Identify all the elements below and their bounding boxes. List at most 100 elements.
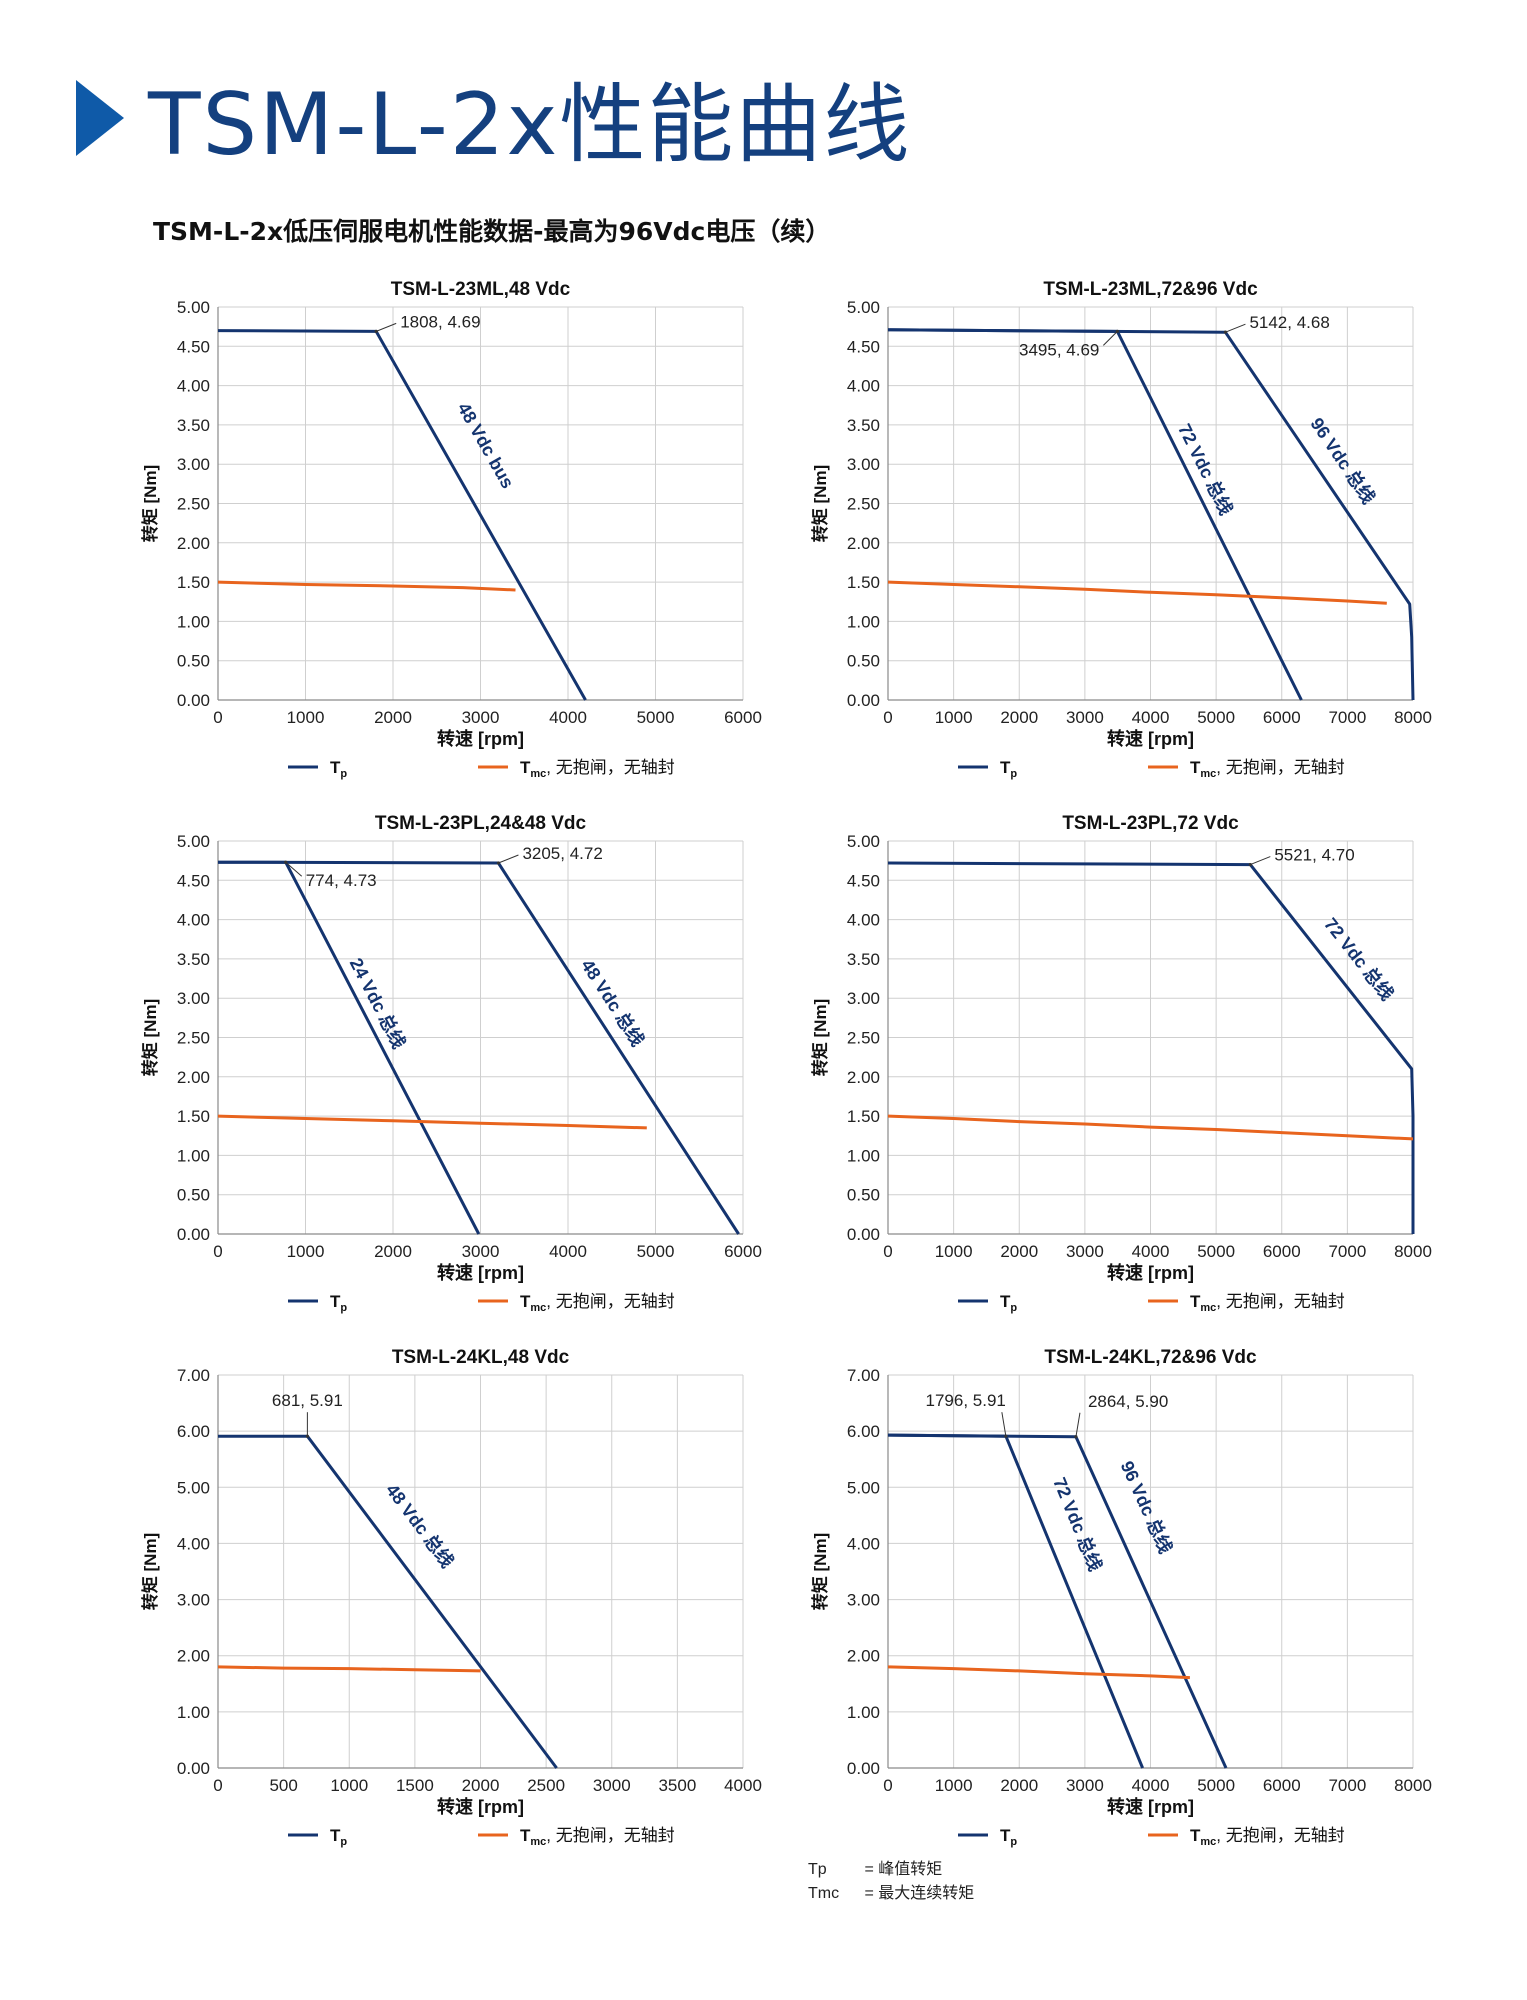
- chart-title: TSM-L-23PL,72 Vdc: [1062, 813, 1239, 834]
- x-tick-label: 3000: [1066, 708, 1104, 727]
- y-tick-label: 1.00: [847, 1146, 880, 1165]
- chart-tsm-l-24kl-72-96vdc: TSM-L-24KL,72&96 Vdc 0 1000 2000 3000 4000 500…: [810, 1340, 1443, 1863]
- series-curve-label: 96 Vdc 总线: [1117, 1458, 1177, 1557]
- y-tick-label: 4.50: [177, 337, 210, 356]
- x-tick-label: 3000: [1066, 1242, 1104, 1261]
- x-tick-label: 1000: [287, 1242, 325, 1261]
- header-arrow-icon: [76, 80, 124, 156]
- annotation-point: [496, 861, 501, 865]
- chart-svg: TSM-L-23PL,72 Vdc 0 1000 2000 3000 4000 5000 60…: [810, 813, 1432, 1314]
- chart-title: TSM-L-23PL,24&48 Vdc: [375, 813, 587, 834]
- legend-label-tmc: Tmc, 无抱闸，无轴封: [1190, 758, 1345, 780]
- y-tick-label: 5.00: [177, 1478, 210, 1497]
- x-axis-label: 转速 [rpm]: [1107, 1796, 1194, 1817]
- x-tick-label: 0: [213, 1776, 222, 1795]
- y-tick-label: 1.00: [847, 612, 880, 631]
- x-tick-label: 5000: [637, 708, 675, 727]
- x-axis-label: 转速 [rpm]: [1107, 728, 1194, 749]
- x-tick-label: 1000: [935, 708, 973, 727]
- chart-svg: TSM-L-24KL,72&96 Vdc 0 1000 2000 3000 4000 500…: [810, 1347, 1432, 1848]
- y-tick-label: 1.50: [177, 1107, 210, 1126]
- x-tick-label: 3000: [462, 708, 500, 727]
- series-line-tp: [218, 860, 481, 1235]
- x-tick-label: 1500: [396, 1776, 434, 1795]
- legend-label-tmc: Tmc, 无抱闸，无轴封: [520, 758, 675, 780]
- series-line-tmc: [217, 1665, 481, 1673]
- y-tick-label: 4.00: [847, 911, 880, 930]
- chart-title: TSM-L-23ML,48 Vdc: [391, 279, 571, 300]
- x-tick-label: 3000: [593, 1776, 631, 1795]
- y-tick-label: 2.50: [177, 495, 210, 514]
- legend-label-tmc: Tmc, 无抱闸，无轴封: [520, 1826, 675, 1848]
- y-tick-label: 6.00: [847, 1422, 880, 1441]
- legend-label-tmc: Tmc, 无抱闸，无轴封: [1190, 1826, 1345, 1848]
- y-tick-label: 2.00: [177, 534, 210, 553]
- annotation-point: [1004, 1434, 1008, 1438]
- chart-tsm-l-23pl-24-48vdc: TSM-L-23PL,24&48 Vdc 0 1000 2000 3000 4000 500…: [140, 806, 773, 1329]
- y-tick-label: 3.50: [177, 950, 210, 969]
- y-tick-label: 1.00: [177, 1146, 210, 1165]
- x-tick-label: 6000: [1263, 708, 1301, 727]
- chart-tsm-l-23ml-72-96vdc: TSM-L-23ML,72&96 Vdc 0 1000 2000 3000 4000 500…: [810, 272, 1443, 795]
- data-label: 5142, 4.68: [1249, 313, 1329, 332]
- x-tick-label: 0: [883, 708, 892, 727]
- y-tick-label: 2.50: [847, 1029, 880, 1048]
- data-label: 774, 4.73: [306, 871, 377, 890]
- chart-tsm-l-23pl-72vdc: TSM-L-23PL,72 Vdc 0 1000 2000 3000 4000 5000 60…: [810, 806, 1443, 1329]
- legend-label-tp: Tp: [330, 758, 347, 780]
- series-curve-label: 48 Vdc 总线: [382, 1480, 458, 1572]
- footnote-text: = 峰值转矩: [864, 1861, 943, 1878]
- y-tick-label: 3.00: [177, 989, 210, 1008]
- annotation-point: [1248, 862, 1252, 867]
- chart-svg: TSM-L-23ML,72&96 Vdc 0 1000 2000 3000 4000 500…: [810, 279, 1432, 780]
- y-tick-label: 2.50: [847, 495, 880, 514]
- x-tick-label: 2000: [1000, 708, 1038, 727]
- y-tick-label: 0.50: [177, 1186, 210, 1205]
- y-tick-label: 2.00: [847, 1647, 880, 1666]
- y-tick-label: 7.00: [177, 1366, 210, 1385]
- y-tick-label: 3.00: [847, 989, 880, 1008]
- annotation-point: [1074, 1435, 1078, 1439]
- data-label: 2864, 5.90: [1088, 1392, 1168, 1411]
- y-tick-label: 3.00: [847, 455, 880, 474]
- series-line-tp: [887, 1433, 1144, 1769]
- y-tick-label: 0.00: [847, 691, 880, 710]
- annotation-pointer: [1001, 1412, 1007, 1437]
- y-tick-label: 4.50: [847, 871, 880, 890]
- y-axis-label: 转矩 [Nm]: [140, 1533, 160, 1610]
- y-axis-label: 转矩 [Nm]: [140, 465, 160, 542]
- series-curve-label: 48 Vdc bus: [454, 399, 518, 492]
- y-tick-label: 2.00: [177, 1647, 210, 1666]
- chart-title: TSM-L-24KL,48 Vdc: [392, 1347, 570, 1368]
- annotation-point: [305, 1434, 309, 1438]
- series-line-tmc: [887, 580, 1387, 605]
- y-tick-label: 2.00: [847, 1068, 880, 1087]
- page-subtitle: TSM-L-2x低压伺服电机性能数据-最高为96Vdc电压（续）: [153, 217, 831, 246]
- x-tick-label: 8000: [1394, 708, 1432, 727]
- x-axis-label: 转速 [rpm]: [1107, 1262, 1194, 1283]
- x-tick-label: 1000: [330, 1776, 368, 1795]
- x-tick-label: 1000: [287, 708, 325, 727]
- legend-label-tp: Tp: [1000, 1292, 1017, 1314]
- y-tick-label: 3.50: [177, 416, 210, 435]
- y-tick-label: 7.00: [847, 1366, 880, 1385]
- x-tick-label: 4000: [724, 1776, 762, 1795]
- annotation-point: [1223, 330, 1228, 334]
- annotation-pointer: [376, 322, 397, 332]
- data-label: 5521, 4.70: [1274, 846, 1354, 865]
- y-tick-label: 1.00: [177, 1703, 210, 1722]
- data-label: 681, 5.91: [272, 1391, 343, 1410]
- y-tick-label: 1.50: [847, 1107, 880, 1126]
- data-label: 3205, 4.72: [522, 844, 602, 863]
- y-tick-label: 6.00: [177, 1422, 210, 1441]
- y-tick-label: 0.50: [847, 1186, 880, 1205]
- annotation-point: [374, 329, 378, 333]
- y-tick-label: 3.50: [847, 416, 880, 435]
- y-tick-label: 2.50: [177, 1029, 210, 1048]
- y-tick-label: 0.00: [177, 1759, 210, 1778]
- y-tick-label: 2.00: [847, 534, 880, 553]
- x-tick-label: 6000: [724, 708, 762, 727]
- page-title: TSM-L-2x性能曲线: [148, 75, 912, 175]
- x-tick-label: 5000: [1197, 708, 1235, 727]
- x-axis-label: 转速 [rpm]: [437, 1796, 524, 1817]
